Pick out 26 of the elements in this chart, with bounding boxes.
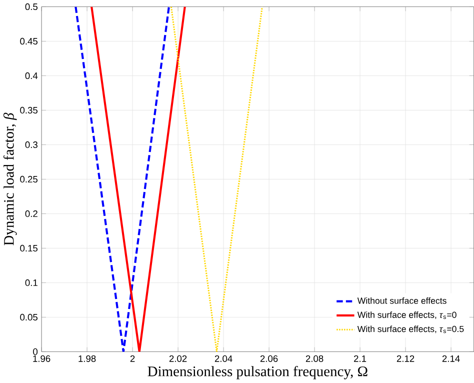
x-tick-label: 2.08 — [306, 355, 324, 362]
x-tick-label: 2.14 — [442, 355, 460, 362]
x-tick-label: 1.96 — [33, 355, 50, 362]
legend-label: With surface effects, τ$_{s}$=0.5 — [357, 326, 464, 334]
x-tick-label: 2.02 — [169, 355, 187, 362]
x-tick-label: 2.04 — [214, 355, 232, 362]
y-tick-label: 0.5 — [25, 4, 38, 10]
x-tick-label: 2.06 — [260, 355, 278, 362]
y-tick-label: 0.4 — [25, 72, 38, 80]
x-tick-label: 2.12 — [396, 355, 414, 362]
x-axis-title: Dimensionless pulsation frequency, Ω — [148, 366, 368, 380]
y-tick-label: 0.35 — [20, 107, 38, 114]
y-tick-label: 0.2 — [25, 210, 38, 218]
legend-label: Without surface effects — [357, 297, 446, 304]
y-tick-label: 0.1 — [25, 280, 38, 286]
x-tick-label: 2.1 — [354, 355, 366, 362]
y-tick-label: 0 — [33, 348, 38, 356]
y-tick-label: 0.15 — [20, 245, 38, 252]
legend-label: With surface effects, τ$_{s}$=0 — [357, 312, 456, 320]
y-tick-label: 0.45 — [20, 38, 38, 45]
x-tick-label: 1.98 — [78, 355, 96, 362]
y-tick-label: 0.25 — [20, 176, 38, 183]
x-tick-label: 2 — [130, 355, 135, 362]
y-tick-label: 0.05 — [20, 314, 38, 321]
y-axis-title: Dynamic load factor, β — [3, 112, 17, 246]
y-tick-label: 0.3 — [25, 142, 38, 148]
